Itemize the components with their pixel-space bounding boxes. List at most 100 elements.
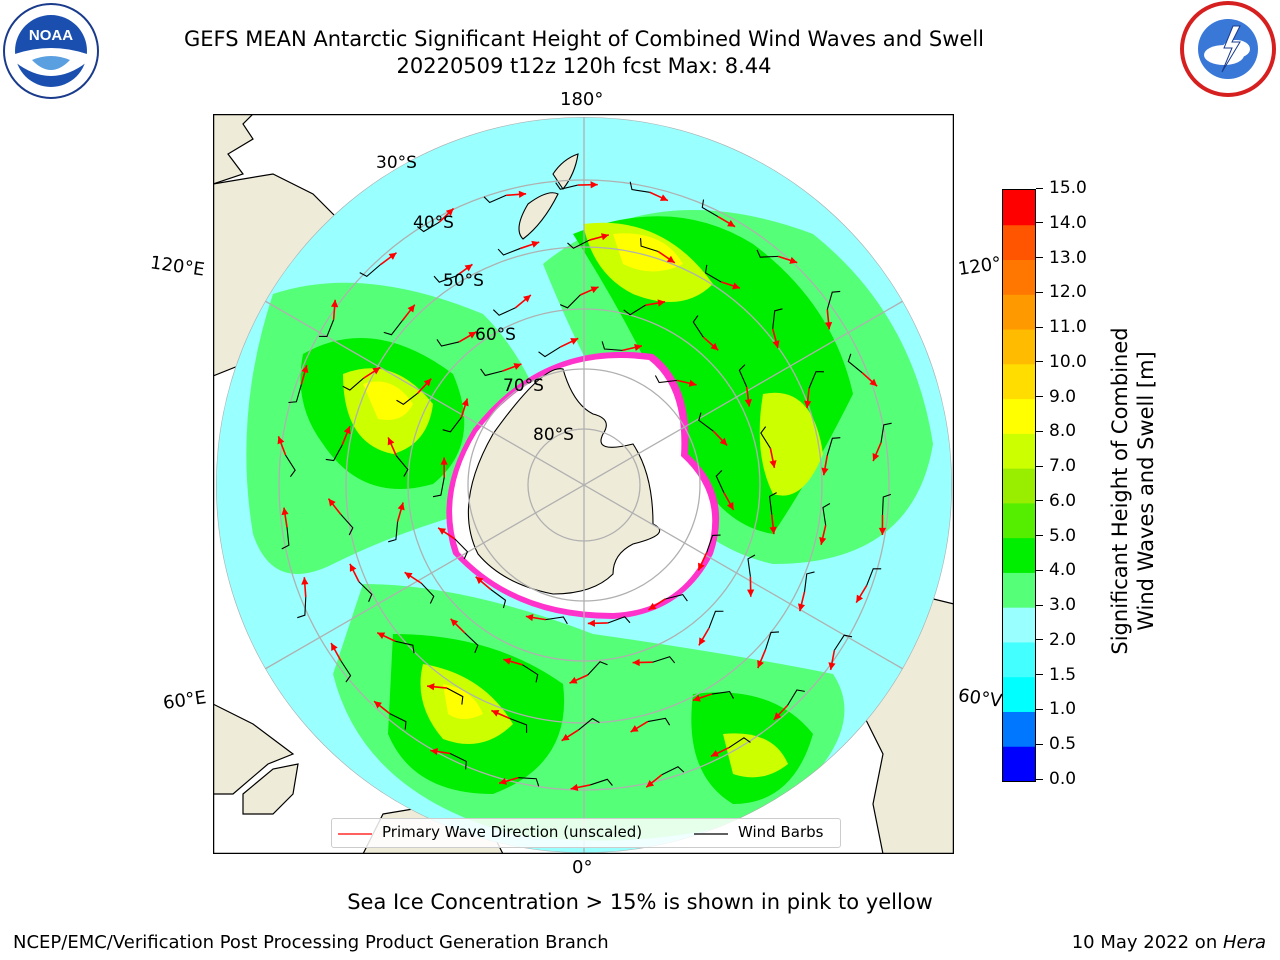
wave-direction-arrow bbox=[404, 571, 422, 584]
wind-barb bbox=[738, 364, 748, 387]
wind-barb bbox=[383, 320, 403, 336]
wave-direction-arrow bbox=[373, 700, 391, 715]
wind-barb bbox=[629, 181, 650, 193]
wind-barb bbox=[692, 315, 704, 338]
colorbar-ticks: 15.0 14.0 13.0 12.0 11.0 10.0 9.0 8.0 7.0 6.0 5.0 4… bbox=[1036, 178, 1106, 790]
legend-wind-barbs: Wind Barbs bbox=[738, 823, 824, 841]
wave-direction-arrow bbox=[645, 774, 663, 788]
latitude-label-50s: 50°S bbox=[443, 271, 484, 291]
wind-barb bbox=[647, 717, 671, 726]
wind-barb bbox=[728, 737, 751, 749]
wave-direction-arrow bbox=[417, 378, 432, 394]
wave-direction-arrow bbox=[363, 366, 381, 379]
wind-barb bbox=[803, 571, 815, 592]
wave-direction-arrow bbox=[692, 693, 713, 702]
longitude-label-120e: 120°E bbox=[148, 252, 206, 281]
wave-direction-arrow bbox=[579, 286, 599, 296]
wind-barb bbox=[433, 275, 457, 283]
wind-barb bbox=[665, 593, 688, 602]
wind-barb bbox=[578, 717, 600, 731]
colorbar-segment bbox=[1003, 190, 1035, 226]
wind-barb bbox=[342, 377, 364, 391]
wind-barb bbox=[711, 690, 735, 699]
wave-direction-arrow bbox=[491, 709, 511, 720]
wave-direction-arrow bbox=[777, 255, 798, 264]
wave-direction-arrow bbox=[773, 704, 789, 721]
wind-barb bbox=[449, 752, 467, 770]
wind-barb bbox=[340, 660, 352, 683]
longitude-label-60e: 60°E bbox=[161, 687, 208, 714]
wind-barb bbox=[559, 294, 581, 309]
wave-direction-arrow bbox=[525, 613, 546, 622]
wind-barb bbox=[698, 412, 714, 432]
wave-direction-arrow bbox=[450, 618, 466, 634]
colorbar-tick-label: 4.0 bbox=[1036, 560, 1076, 580]
wave-direction-arrow bbox=[437, 527, 456, 540]
wind-barb bbox=[701, 199, 719, 218]
wave-direction-arrow bbox=[632, 658, 653, 667]
colorbar-tick-label: 15.0 bbox=[1036, 178, 1087, 198]
wind-barb bbox=[420, 582, 435, 604]
wind-barb bbox=[297, 597, 307, 619]
colorbar-segment bbox=[1003, 224, 1035, 261]
sea-ice-caption: Sea Ice Concentration > 15% is shown in … bbox=[347, 890, 933, 914]
wave-direction-arrow bbox=[349, 563, 360, 583]
wave-direction-arrow bbox=[797, 591, 806, 612]
colorbar-segment bbox=[1003, 468, 1035, 504]
wind-barb bbox=[358, 581, 373, 602]
colorbar-tick-label: 12.0 bbox=[1036, 282, 1087, 302]
colorbar-tick-label: 1.5 bbox=[1036, 665, 1076, 685]
longitude-label-60w: 60°V bbox=[956, 685, 1004, 712]
colorbar-segment bbox=[1003, 572, 1035, 608]
footer-branch: NCEP/EMC/Verification Post Processing Pr… bbox=[13, 932, 609, 953]
colorbar-tick-label: 0.0 bbox=[1036, 769, 1076, 789]
colorbar-segment bbox=[1003, 641, 1035, 678]
wind-barb bbox=[522, 664, 539, 683]
wave-direction-arrow bbox=[430, 747, 451, 756]
longitude-label-180: 180° bbox=[560, 89, 604, 110]
wind-barbs bbox=[281, 181, 892, 787]
wind-barb bbox=[285, 454, 296, 477]
wave-direction-arrow bbox=[438, 207, 455, 223]
graticule bbox=[216, 117, 952, 853]
longitude-label-120w: 120° bbox=[956, 253, 1003, 280]
wave-direction-arrow bbox=[330, 642, 342, 661]
wind-barb bbox=[396, 392, 418, 405]
longitude-label-0: 0° bbox=[572, 857, 593, 878]
new-zealand-land bbox=[518, 153, 579, 240]
wind-barb bbox=[325, 444, 343, 462]
chart-subtitle: 20220509 t12z 120h fcst Max: 8.44 bbox=[396, 54, 772, 78]
wind-barb bbox=[587, 661, 608, 676]
colorbar-label-line2: Wind Waves and Swell [m] bbox=[1134, 351, 1158, 631]
colorbar-label: Significant Height of Combined Wind Wave… bbox=[1103, 180, 1163, 790]
wave-direction-arrow bbox=[630, 720, 649, 733]
wind-barb bbox=[590, 778, 613, 786]
wave-direction-arrow bbox=[387, 437, 397, 457]
wind-barb bbox=[281, 527, 290, 550]
latitude-label-80s: 80°S bbox=[533, 425, 574, 445]
wind-barb bbox=[497, 247, 521, 256]
wind-barb bbox=[464, 632, 479, 653]
latitude-label-70s: 70°S bbox=[503, 376, 544, 396]
wind-barb bbox=[446, 687, 464, 705]
wave-direction-arrow bbox=[645, 299, 666, 307]
wind-barb bbox=[769, 492, 777, 515]
wind-barb bbox=[866, 568, 882, 586]
wind-barb bbox=[833, 634, 853, 651]
polar-map bbox=[212, 113, 955, 855]
wave-direction-arrow bbox=[570, 783, 591, 792]
wind-barb bbox=[454, 538, 469, 560]
wave-direction-arrow bbox=[648, 598, 666, 611]
latitude-label-40s: 40°S bbox=[413, 213, 454, 233]
wave-direction-arrow bbox=[698, 627, 710, 646]
wave-direction-arrow bbox=[327, 498, 342, 515]
nws-logo-icon bbox=[1178, 0, 1278, 100]
colorbar-tick-label: 8.0 bbox=[1036, 421, 1076, 441]
latitude-label-30s: 30°S bbox=[376, 153, 417, 173]
wind-barb bbox=[359, 264, 381, 278]
wind-barb bbox=[747, 554, 756, 577]
wind-barb bbox=[772, 308, 783, 329]
wave-direction-arrow bbox=[514, 294, 532, 309]
wave-direction-arrow bbox=[455, 263, 473, 277]
footer-date: 10 May 2022 on Hera bbox=[1072, 932, 1266, 953]
